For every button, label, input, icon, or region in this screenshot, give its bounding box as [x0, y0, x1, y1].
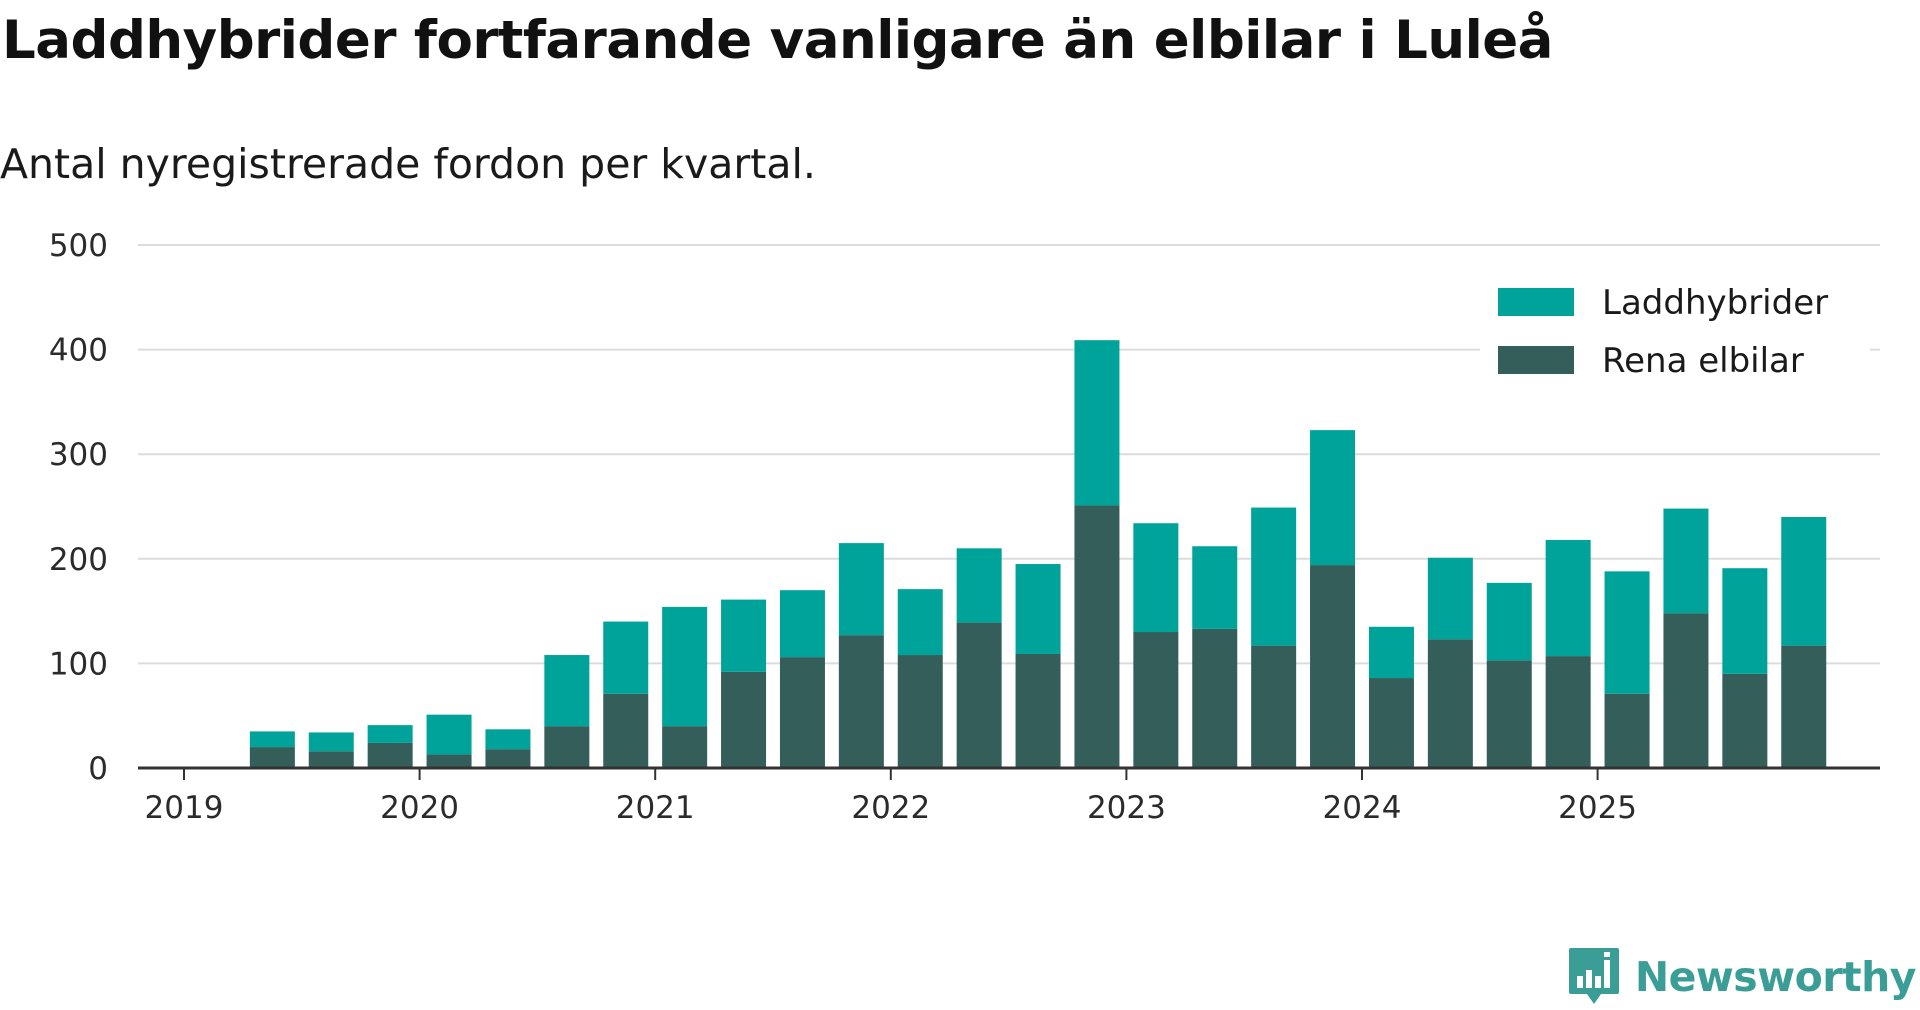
bars [249, 340, 1827, 768]
bar-laddhybrider-2024-q1 [1368, 626, 1414, 679]
bar-laddhybrider-2019-q3 [308, 732, 354, 752]
bar-laddhybrider-2021-q2 [721, 599, 767, 672]
bar-laddhybrider-2024-q4 [1545, 539, 1591, 657]
bar-rena-elbilar-2020-q1 [426, 754, 472, 768]
x-tick-label-2022: 2022 [851, 790, 930, 826]
bar-rena-elbilar-2022-q2 [956, 622, 1002, 768]
bar-rena-elbilar-2025-q4 [1781, 645, 1827, 768]
legend: Laddhybrider Rena elbilar [1480, 278, 1870, 396]
y-tick-label-300: 300 [49, 437, 108, 473]
newsworthy-logo-icon [1568, 948, 1619, 1004]
y-tick-label-400: 400 [49, 333, 108, 369]
bar-rena-elbilar-2020-q3 [544, 726, 590, 768]
bar-rena-elbilar-2022-q3 [1015, 653, 1061, 768]
axes: 0 100 200 300 400 500 2019 2020 2021 2022 2023 2024… [49, 228, 1880, 826]
legend-label-0: Laddhybrider [1602, 283, 1828, 323]
bar-laddhybrider-2025-q4 [1781, 516, 1827, 646]
bar-rena-elbilar-2025-q3 [1722, 673, 1768, 768]
bar-laddhybrider-2024-q3 [1486, 582, 1532, 661]
x-tick-label-2023: 2023 [1087, 790, 1166, 826]
bar-laddhybrider-2024-q2 [1427, 557, 1473, 640]
bar-rena-elbilar-2024-q2 [1427, 639, 1473, 768]
bar-laddhybrider-2019-q4 [367, 725, 413, 743]
bar-rena-elbilar-2023-q4 [1310, 565, 1356, 768]
bar-rena-elbilar-2019-q2 [249, 747, 295, 768]
bar-rena-elbilar-2025-q1 [1604, 693, 1650, 768]
x-tick-label-2019: 2019 [145, 790, 224, 826]
legend-swatch-1 [1498, 346, 1574, 374]
y-tick-label-0: 0 [88, 751, 108, 787]
bar-laddhybrider-2022-q3 [1015, 564, 1061, 654]
bar-laddhybrider-2023-q4 [1310, 430, 1356, 566]
bar-rena-elbilar-2021-q2 [721, 671, 767, 768]
legend-label-1: Rena elbilar [1602, 341, 1804, 381]
bar-laddhybrider-2022-q2 [956, 548, 1002, 623]
bar-laddhybrider-2020-q3 [544, 655, 590, 727]
bar-laddhybrider-2025-q2 [1663, 508, 1709, 614]
bar-rena-elbilar-2023-q3 [1251, 645, 1297, 768]
bar-laddhybrider-2020-q1 [426, 714, 472, 755]
bar-laddhybrider-2023-q3 [1251, 507, 1297, 646]
chart-subtitle: Antal nyregistrerade fordon per kvartal. [0, 140, 816, 188]
bar-laddhybrider-2021-q1 [662, 606, 708, 727]
bar-rena-elbilar-2019-q4 [367, 742, 413, 768]
legend-swatch-0 [1498, 288, 1574, 316]
bar-laddhybrider-2023-q1 [1133, 523, 1179, 633]
bar-rena-elbilar-2020-q4 [603, 693, 649, 768]
bar-laddhybrider-2023-q2 [1192, 546, 1238, 629]
bar-rena-elbilar-2021-q3 [779, 657, 825, 768]
y-tick-label-100: 100 [49, 646, 108, 682]
bar-laddhybrider-2025-q3 [1722, 568, 1768, 674]
brand-name: Newsworthy [1634, 953, 1917, 1001]
bar-laddhybrider-2022-q4 [1074, 340, 1120, 506]
bar-rena-elbilar-2023-q2 [1192, 628, 1238, 768]
chart-title: Laddhybrider fortfarande vanligare än el… [2, 10, 1553, 71]
bar-rena-elbilar-2021-q1 [662, 726, 708, 768]
x-tick-label-2020: 2020 [380, 790, 459, 826]
bar-rena-elbilar-2021-q4 [838, 635, 884, 768]
bar-rena-elbilar-2022-q4 [1074, 505, 1120, 768]
x-tick-label-2025: 2025 [1558, 790, 1637, 826]
x-tick-label-2024: 2024 [1323, 790, 1402, 826]
bar-rena-elbilar-2022-q1 [897, 655, 943, 768]
bar-laddhybrider-2021-q4 [838, 543, 884, 636]
bar-laddhybrider-2020-q4 [603, 621, 649, 694]
bar-laddhybrider-2021-q3 [779, 590, 825, 658]
y-tick-label-200: 200 [49, 542, 108, 578]
brand-logo: Newsworthy [1567, 946, 1917, 1008]
bar-rena-elbilar-2024-q4 [1545, 656, 1591, 768]
bar-rena-elbilar-2024-q3 [1486, 660, 1532, 768]
bar-laddhybrider-2025-q1 [1604, 571, 1650, 694]
x-tick-label-2021: 2021 [616, 790, 695, 826]
bar-rena-elbilar-2019-q3 [308, 751, 354, 768]
bar-rena-elbilar-2024-q1 [1368, 678, 1414, 768]
bar-laddhybrider-2019-q2 [249, 731, 295, 748]
bar-rena-elbilar-2023-q1 [1133, 632, 1179, 768]
y-tick-label-500: 500 [49, 228, 108, 264]
bar-laddhybrider-2020-q2 [485, 729, 531, 750]
bar-laddhybrider-2022-q1 [897, 589, 943, 656]
bar-rena-elbilar-2025-q2 [1663, 613, 1709, 768]
bar-rena-elbilar-2020-q2 [485, 749, 531, 768]
